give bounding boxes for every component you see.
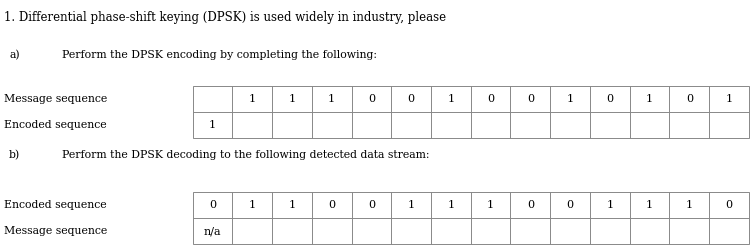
Text: Perform the DPSK decoding to the following detected data stream:: Perform the DPSK decoding to the followi… xyxy=(62,150,430,160)
Text: Encoded sequence: Encoded sequence xyxy=(4,120,106,130)
Text: a): a) xyxy=(9,50,20,60)
Text: 1: 1 xyxy=(209,120,216,130)
Text: 0: 0 xyxy=(566,200,574,210)
Text: b): b) xyxy=(9,150,20,160)
Text: 0: 0 xyxy=(328,200,335,210)
Text: 1: 1 xyxy=(606,200,613,210)
Bar xyxy=(193,192,749,244)
Bar xyxy=(193,86,749,138)
Text: 1: 1 xyxy=(566,93,574,104)
Text: 1: 1 xyxy=(288,200,295,210)
Text: Encoded sequence: Encoded sequence xyxy=(4,200,106,210)
Text: 1: 1 xyxy=(646,200,653,210)
Text: 0: 0 xyxy=(726,200,732,210)
Text: n/a: n/a xyxy=(204,226,221,236)
Text: 0: 0 xyxy=(209,200,216,210)
Text: 0: 0 xyxy=(527,200,534,210)
Text: 1: 1 xyxy=(248,93,256,104)
Text: 0: 0 xyxy=(368,200,375,210)
Text: 1: 1 xyxy=(408,200,414,210)
Text: 1: 1 xyxy=(447,200,455,210)
Text: 1: 1 xyxy=(686,200,693,210)
Text: 0: 0 xyxy=(487,93,495,104)
Text: Message sequence: Message sequence xyxy=(4,93,107,104)
Text: 1: 1 xyxy=(646,93,653,104)
Text: Perform the DPSK encoding by completing the following:: Perform the DPSK encoding by completing … xyxy=(62,50,377,60)
Text: Message sequence: Message sequence xyxy=(4,226,107,236)
Text: 1. Differential phase-shift keying (DPSK) is used widely in industry, please: 1. Differential phase-shift keying (DPSK… xyxy=(4,11,446,24)
Text: 0: 0 xyxy=(527,93,534,104)
Text: 0: 0 xyxy=(686,93,693,104)
Text: 0: 0 xyxy=(606,93,613,104)
Text: 1: 1 xyxy=(487,200,495,210)
Text: 0: 0 xyxy=(408,93,414,104)
Text: 1: 1 xyxy=(447,93,455,104)
Text: 1: 1 xyxy=(726,93,732,104)
Text: 0: 0 xyxy=(368,93,375,104)
Text: 1: 1 xyxy=(288,93,295,104)
Text: 1: 1 xyxy=(248,200,256,210)
Text: 1: 1 xyxy=(328,93,335,104)
